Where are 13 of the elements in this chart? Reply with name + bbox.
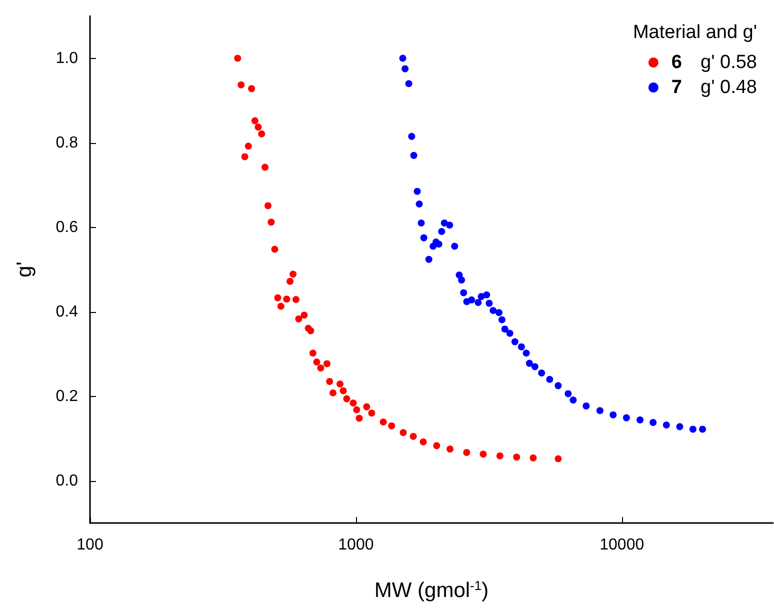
y-axis-title: g': [13, 262, 36, 278]
x-tick-label: 100: [76, 536, 104, 554]
x-tick-label: 10000: [600, 536, 644, 554]
legend-label: 7 g' 0.48: [671, 77, 758, 98]
y-tick-label: 0.0: [56, 472, 78, 490]
y-tick-label: 1.0: [56, 50, 78, 67]
legend-label: 6 g' 0.58: [671, 52, 758, 73]
y-tick-label: 0.6: [56, 218, 78, 236]
y-tick-label: 0.2: [56, 388, 78, 405]
legend-title: Material and g': [632, 22, 757, 43]
y-tick-label: 0.8: [56, 134, 78, 152]
y-tick-label: 0.4: [56, 303, 78, 320]
x-tick-label: 1000: [338, 536, 374, 554]
